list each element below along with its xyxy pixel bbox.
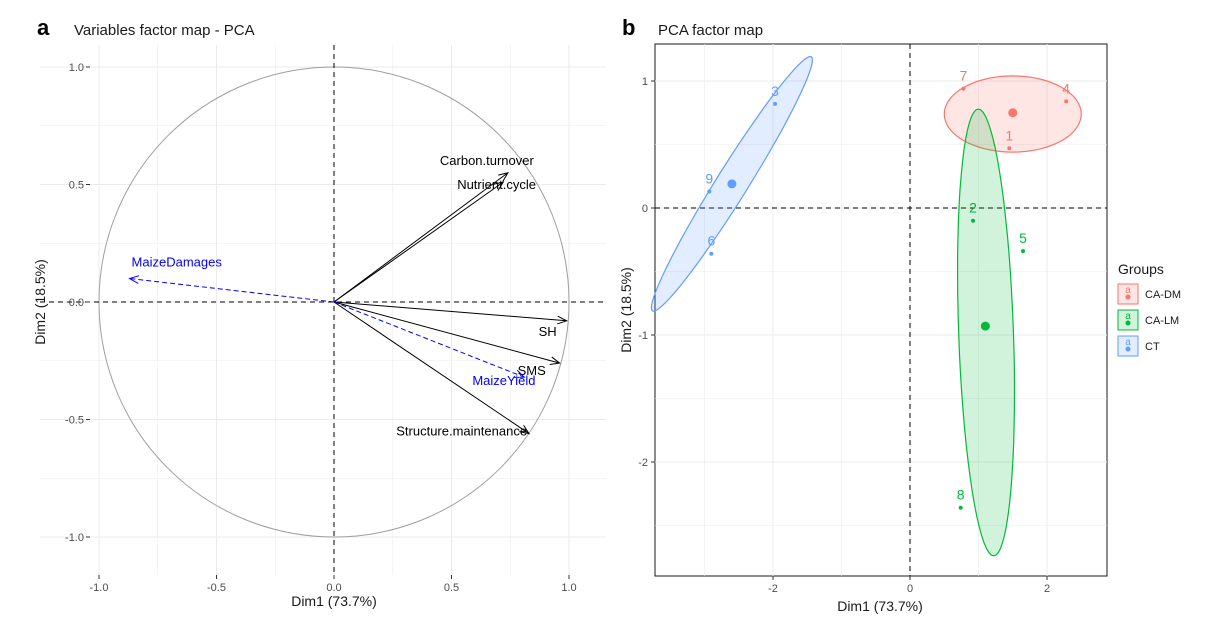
point-2 [971, 218, 976, 223]
point-4 [1064, 99, 1069, 104]
y-tick-label: -2 [638, 457, 648, 469]
point-label-4: 4 [1062, 80, 1070, 96]
y-tick-label: 0 [642, 203, 648, 215]
centroid-ca-lm [980, 321, 990, 331]
variable-label: Carbon.turnover [440, 153, 535, 168]
y-tick-label: 0.0 [69, 297, 84, 309]
panel-a-arrows: Carbon.turnover Nutrient.cycle SH SMS Struct… [128, 153, 568, 439]
panel-b-zero-lines [655, 44, 1107, 576]
point-label-9: 9 [705, 170, 713, 186]
legend-key-glyph: a [1125, 311, 1131, 322]
arrow-structure-maintenance [333, 301, 530, 435]
x-tick-label: -0.5 [207, 582, 226, 594]
arrow-head [556, 315, 568, 325]
centroid-ct [727, 179, 737, 189]
panel-b-points: 1 4 7 2 5 8 3 6 9 [705, 68, 1070, 510]
point-label-3: 3 [771, 83, 779, 99]
point-3 [773, 101, 778, 106]
panel-b-ticks: -2 0 2 1 0 -1 -2 [638, 76, 1050, 595]
arrow-head [493, 181, 505, 191]
legend-label-ca-dm: CA-DM [1145, 289, 1181, 301]
panel-a-title: Variables factor map - PCA [74, 22, 255, 39]
x-tick-label: -2 [768, 583, 778, 595]
centroid-ca-dm [1008, 108, 1018, 118]
point-label-1: 1 [1005, 127, 1013, 143]
panel-a-grid [40, 45, 606, 575]
y-tick-label: 1 [642, 76, 648, 88]
arrow-head [519, 424, 531, 435]
arrow-head [498, 171, 509, 182]
legend-key-ca-dm [1117, 283, 1139, 305]
arrow-head [128, 275, 140, 284]
arrow-sms [333, 301, 560, 364]
arrow-head [549, 356, 561, 365]
variable-label: SMS [518, 363, 547, 378]
point-5 [1021, 249, 1026, 254]
panel-a-letter: a [37, 15, 50, 40]
panel-b-title: PCA factor map [658, 22, 763, 39]
x-tick-label: 2 [1044, 583, 1050, 595]
arrow-maizeyield [333, 301, 525, 378]
legend-key-dot [1125, 346, 1131, 352]
variable-label: Structure.maintenance [396, 424, 527, 439]
point-9 [707, 189, 712, 194]
point-8 [958, 505, 963, 510]
legend-label-ct: CT [1145, 341, 1160, 353]
point-7 [961, 86, 966, 91]
legend-key-glyph: a [1125, 285, 1131, 296]
legend-key-dot [1125, 294, 1131, 300]
x-tick-label: 0 [907, 583, 913, 595]
legend-title: Groups [1118, 261, 1164, 277]
arrow-carbon-turnover [333, 172, 509, 303]
variable-label: MaizeYield [472, 373, 535, 388]
panel-a-zero-lines [40, 45, 606, 575]
arrow-sh [333, 301, 567, 322]
variable-label: Nutrient.cycle [457, 177, 536, 192]
panel-a-ticks: -1.0 -0.5 0.0 0.5 1.0 -1.0 -0.5 0.0 0.5 1.0 [65, 62, 577, 594]
panel-b-grid [655, 44, 1107, 576]
legend-key-dot [1125, 320, 1131, 326]
point-label-7: 7 [960, 68, 968, 84]
arrow-maizedamages [129, 278, 335, 303]
panel-a-y-axis-title: Dim2 (18.5%) [32, 259, 48, 345]
y-tick-label: -0.5 [65, 415, 84, 427]
legend-key-ct [1117, 335, 1139, 357]
y-tick-label: 1.0 [69, 62, 84, 74]
panel-a-x-axis-title: Dim1 (73.7%) [291, 593, 377, 609]
legend-key-ca-lm [1117, 309, 1139, 331]
x-tick-label: 0.0 [326, 582, 341, 594]
point-1 [1007, 146, 1012, 151]
x-tick-label: 1.0 [561, 582, 576, 594]
point-label-2: 2 [969, 200, 977, 216]
ellipse-ca-lm [956, 108, 1016, 557]
legend: a CA-DM a CA-LM a CT [1117, 283, 1181, 357]
point-label-8: 8 [957, 487, 965, 503]
panel-b-ellipses [650, 55, 1082, 557]
y-tick-label: -1.0 [65, 532, 84, 544]
y-tick-label: -1 [638, 330, 648, 342]
arrow-nutrient-cycle [333, 181, 504, 303]
panel-b-letter: b [622, 15, 635, 40]
panel-b-y-axis-title: Dim2 (18.5%) [618, 267, 634, 353]
variable-label: MaizeDamages [132, 255, 223, 270]
legend-key-glyph: a [1125, 337, 1131, 348]
point-label-6: 6 [707, 233, 715, 249]
variable-label: SH [539, 324, 557, 339]
x-tick-label: -1.0 [90, 582, 109, 594]
point-6 [709, 251, 714, 256]
panel-b-x-axis-title: Dim1 (73.7%) [837, 598, 923, 614]
y-tick-label: 0.5 [69, 180, 84, 192]
x-tick-label: 0.5 [444, 582, 459, 594]
panel-b-frame [654, 43, 1108, 577]
arrow-head [514, 369, 526, 378]
point-label-5: 5 [1019, 230, 1027, 246]
legend-label-ca-lm: CA-LM [1145, 315, 1179, 327]
